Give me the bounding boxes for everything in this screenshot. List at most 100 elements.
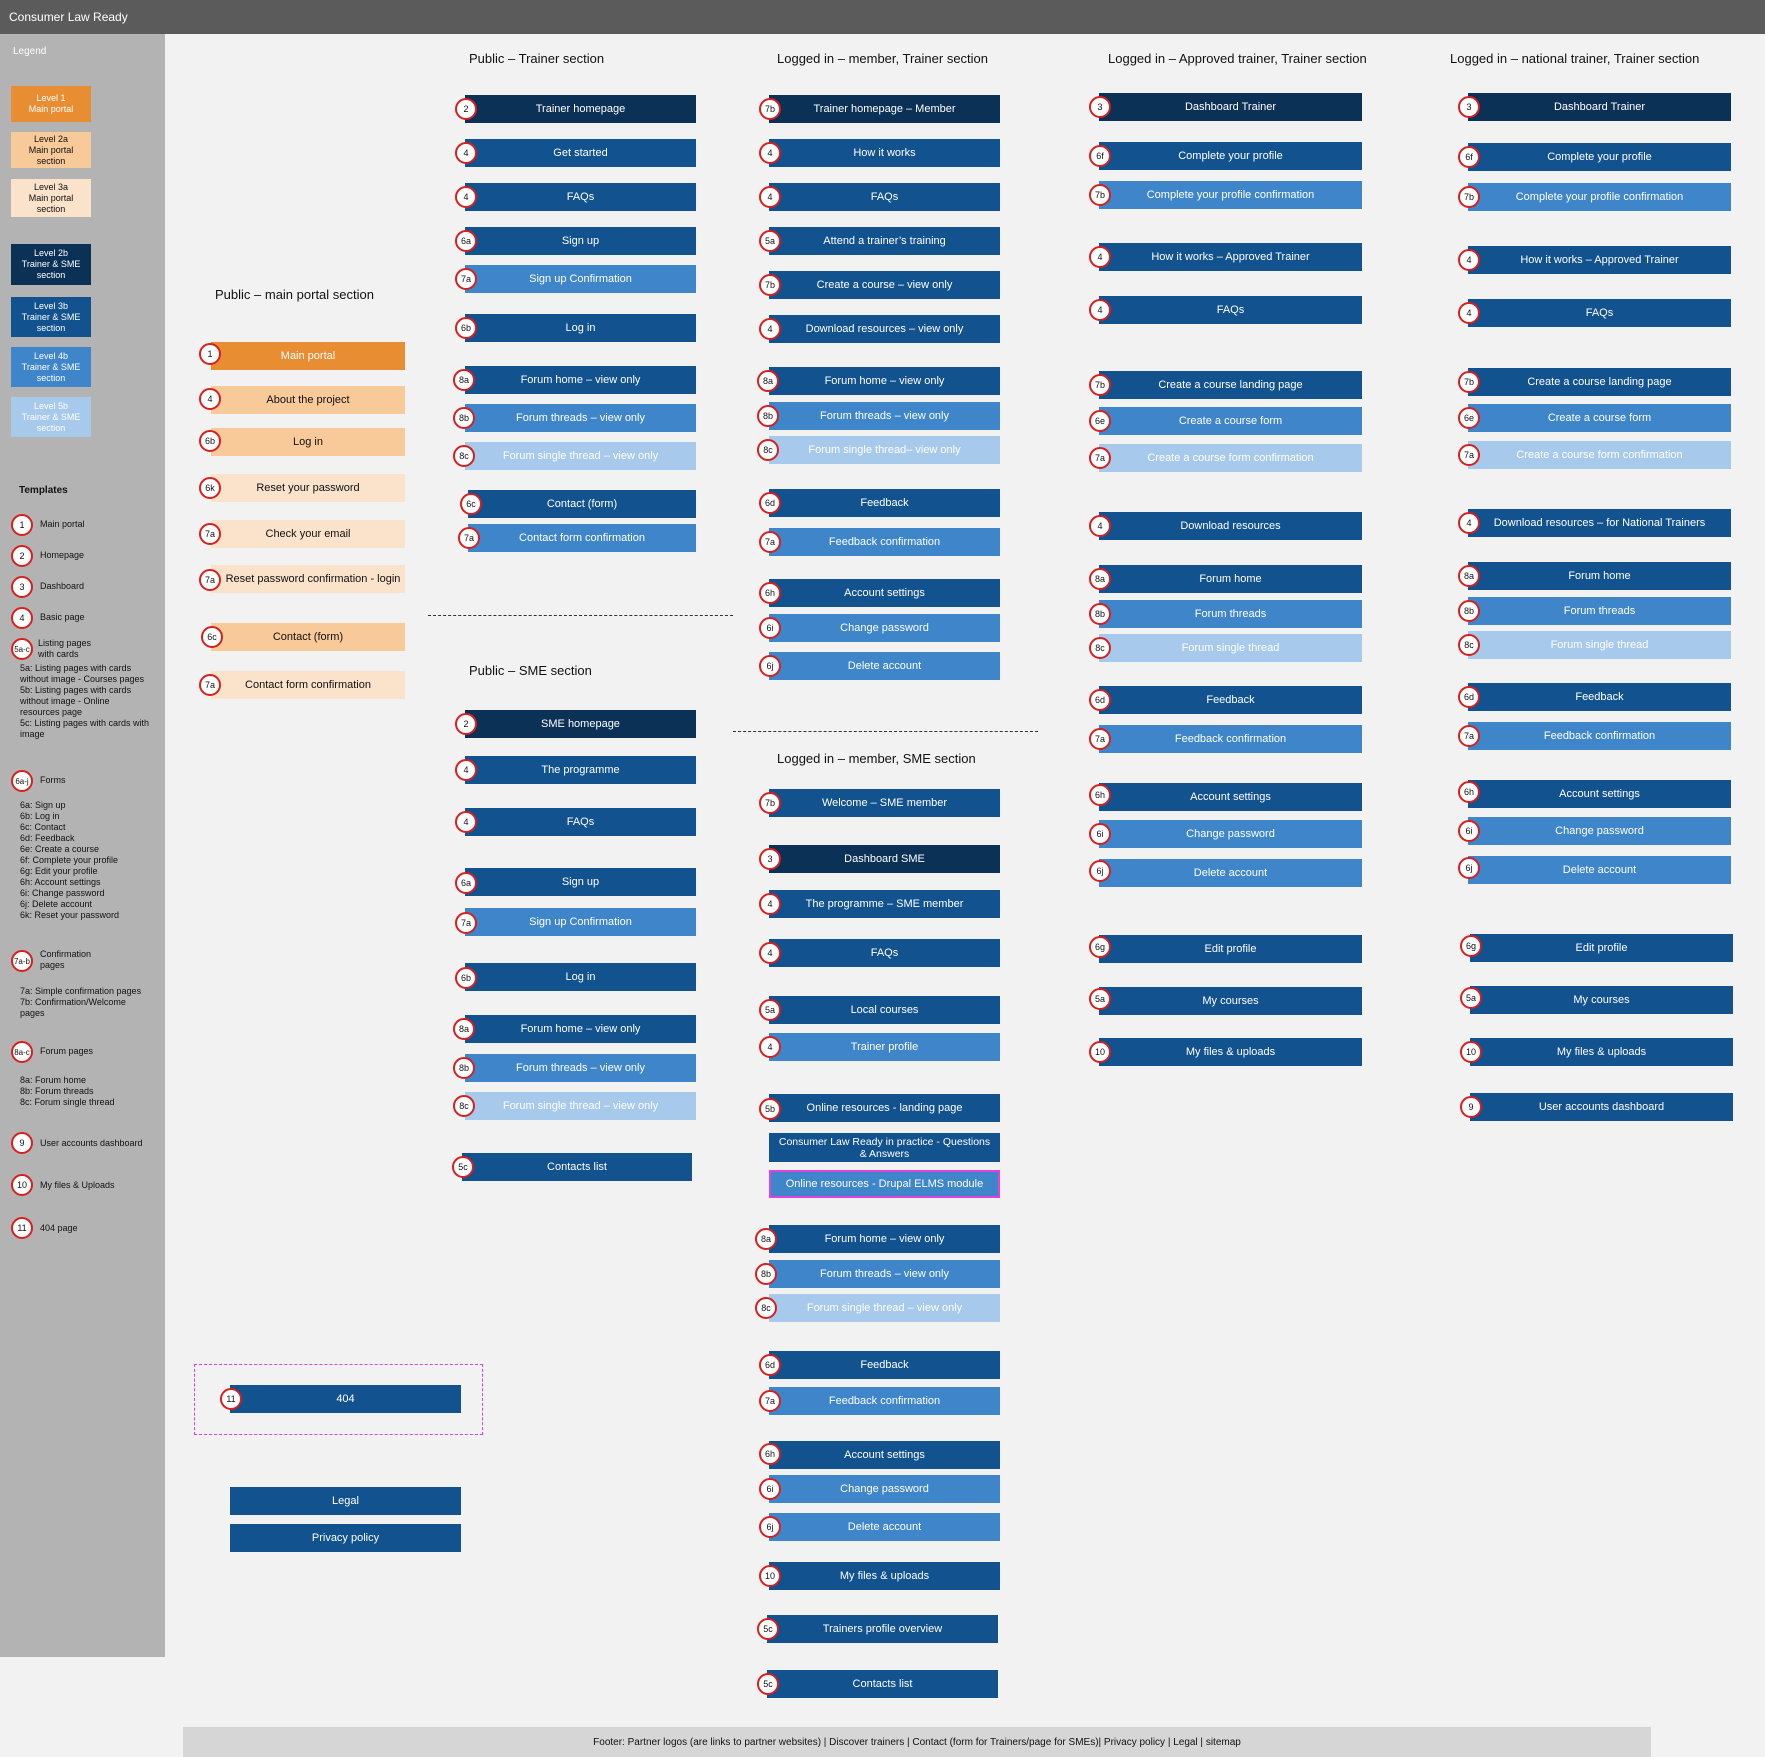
template-badge: 4 xyxy=(759,186,781,208)
page-change-password: Change password xyxy=(1099,820,1362,848)
page-account-settings: Account settings xyxy=(1468,780,1731,808)
template-badge: 6f xyxy=(1458,146,1480,168)
page-forum-home: Forum home xyxy=(1468,562,1731,590)
template-badge: 6f xyxy=(1089,145,1111,167)
template-badge: 6e xyxy=(1089,410,1111,432)
template-badge: 8c xyxy=(453,445,475,467)
page-forum-single-thread: Forum single thread – view only xyxy=(465,1092,696,1120)
template-badge: 6b xyxy=(455,317,477,339)
template-badge: 5a xyxy=(1089,988,1111,1010)
template-badge: 11 xyxy=(220,1388,242,1410)
page-my-files-uploads: My files & uploads xyxy=(1470,1038,1733,1066)
section-heading-approved-trainer: Logged in – Approved trainer, Trainer se… xyxy=(1108,51,1367,66)
page-reset-password-confirmation: Reset password confirmation - login xyxy=(211,565,405,593)
legend-level-3b: Level 3b Trainer & SME section xyxy=(11,297,91,337)
template-badge: 6j xyxy=(759,655,781,677)
template-badge: 4 xyxy=(1458,249,1480,271)
page-feedback-confirmation: Feedback confirmation xyxy=(1099,725,1362,753)
template-number: 9 xyxy=(11,1132,33,1154)
page-forum-single-thread: Forum single thread– view only xyxy=(769,436,1000,464)
template-badge: 7a xyxy=(199,523,221,545)
section-divider xyxy=(733,731,1038,732)
template-label: User accounts dashboard xyxy=(40,1138,143,1148)
template-badge: 6j xyxy=(1089,860,1111,882)
template-number: 1 xyxy=(11,514,33,536)
template-badge: 6b xyxy=(199,430,221,452)
template-badge: 8c xyxy=(757,439,779,461)
page-account-settings: Account settings xyxy=(769,579,1000,607)
template-badge: 4 xyxy=(759,318,781,340)
template-badge: 1 xyxy=(199,343,221,365)
page-forum-single-thread: Forum single thread xyxy=(1468,631,1731,659)
template-badge: 7a xyxy=(199,569,221,591)
template-badge: 4 xyxy=(1089,515,1111,537)
page-sign-up: Sign up xyxy=(465,868,696,896)
page-drupal-elms-module: Online resources - Drupal ELMS module xyxy=(769,1170,1000,1198)
template-badge: 5b xyxy=(759,1098,781,1120)
page-user-accounts-dashboard: User accounts dashboard xyxy=(1470,1093,1733,1121)
template-label: Confirmation pages xyxy=(40,949,92,970)
page-legal: Legal xyxy=(230,1487,461,1515)
section-heading-public-main: Public – main portal section xyxy=(215,287,374,302)
page-forum-threads: Forum threads – view only xyxy=(769,1260,1000,1288)
template-badge: 6h xyxy=(759,582,781,604)
page-sign-up: Sign up xyxy=(465,227,696,255)
page-my-files-uploads: My files & uploads xyxy=(1099,1038,1362,1066)
template-badge: 6h xyxy=(1089,784,1111,806)
template-badge: 8a xyxy=(757,370,779,392)
template-badge: 7b xyxy=(759,792,781,814)
template-label: Basic page xyxy=(40,612,85,622)
template-badge: 7a xyxy=(759,1390,781,1412)
page-forum-threads: Forum threads – view only xyxy=(769,402,1000,430)
error-page-group xyxy=(194,1364,483,1435)
template-description: 8a: Forum home 8b: Forum threads 8c: For… xyxy=(20,1075,115,1107)
template-number: 11 xyxy=(11,1217,33,1239)
page-complete-profile: Complete your profile xyxy=(1468,143,1731,171)
template-badge: 10 xyxy=(759,1565,781,1587)
page-sme-homepage: SME homepage xyxy=(465,710,696,738)
template-badge: 7a xyxy=(759,531,781,553)
page-create-course-confirmation: Create a course form confirmation xyxy=(1099,444,1362,472)
template-badge: 7a xyxy=(455,912,477,934)
section-heading-member-sme: Logged in – member, SME section xyxy=(777,751,976,766)
template-description: 6a: Sign up 6b: Log in 6c: Contact 6d: F… xyxy=(20,800,120,920)
page-change-password: Change password xyxy=(769,1475,1000,1503)
page-privacy-policy: Privacy policy xyxy=(230,1524,461,1552)
page-forum-single-thread: Forum single thread xyxy=(1099,634,1362,662)
template-badge: 7b xyxy=(759,274,781,296)
page-my-courses: My courses xyxy=(1470,986,1733,1014)
page-how-it-works: How it works xyxy=(769,139,1000,167)
template-badge: 6c xyxy=(460,493,482,515)
template-badge: 8a xyxy=(453,369,475,391)
template-badge: 5a xyxy=(1460,987,1482,1009)
template-badge: 10 xyxy=(1460,1041,1482,1063)
page-create-course-form: Create a course form xyxy=(1099,407,1362,435)
template-badge: 4 xyxy=(455,186,477,208)
page-delete-account: Delete account xyxy=(1468,856,1731,884)
page-faqs: FAQs xyxy=(465,808,696,836)
template-badge: 6h xyxy=(759,1443,781,1465)
template-badge: 7b xyxy=(759,98,781,120)
template-badge: 4 xyxy=(759,942,781,964)
template-badge: 7a xyxy=(458,527,480,549)
template-badge: 7a xyxy=(199,674,221,696)
template-label: 404 page xyxy=(40,1223,78,1233)
page-faqs: FAQs xyxy=(465,183,696,211)
page-change-password: Change password xyxy=(769,614,1000,642)
page-feedback-confirmation: Feedback confirmation xyxy=(1468,722,1731,750)
template-badge: 8a xyxy=(755,1228,777,1250)
template-badge: 4 xyxy=(455,142,477,164)
page-create-course-landing: Create a course landing page xyxy=(1099,371,1362,399)
template-badge: 9 xyxy=(1460,1096,1482,1118)
page-forum-threads: Forum threads xyxy=(1468,597,1731,625)
legend-level-4b: Level 4b Trainer & SME section xyxy=(11,347,91,387)
page-forum-home: Forum home – view only xyxy=(465,366,696,394)
page-forum-single-thread: Forum single thread – view only xyxy=(465,442,696,470)
page-sign-up-confirmation: Sign up Confirmation xyxy=(465,265,696,293)
page-dashboard-sme: Dashboard SME xyxy=(769,845,1000,873)
page-complete-profile: Complete your profile xyxy=(1099,142,1362,170)
page-questions-answers: Consumer Law Ready in practice - Questio… xyxy=(769,1133,1000,1162)
page-log-in: Log in xyxy=(465,963,696,991)
page-account-settings: Account settings xyxy=(1099,783,1362,811)
page-trainer-profile: Trainer profile xyxy=(769,1033,1000,1061)
